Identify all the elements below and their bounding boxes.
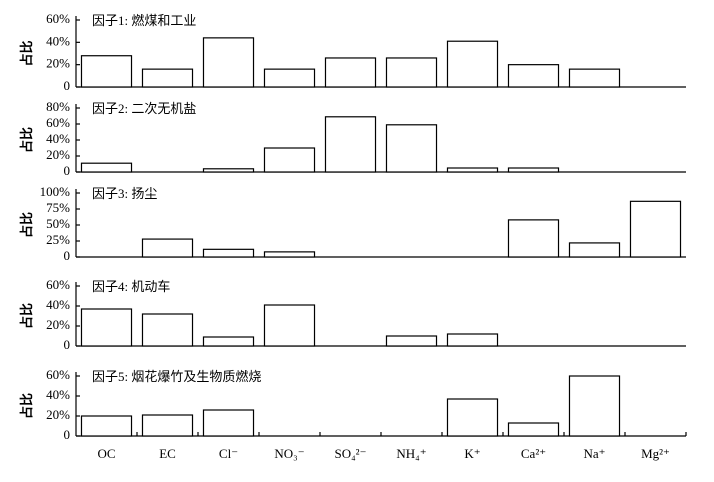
bar xyxy=(629,200,682,258)
bar xyxy=(263,68,316,88)
bar xyxy=(446,398,499,437)
y-tick-label: 40% xyxy=(46,387,70,402)
y-tick-label: 0 xyxy=(64,337,71,352)
y-tick-label: 100% xyxy=(40,184,71,199)
x-tick-label: K⁺ xyxy=(464,446,480,461)
bar xyxy=(263,251,316,258)
bar xyxy=(80,162,133,173)
y-tick-label: 60% xyxy=(46,11,70,26)
y-tick-label: 25% xyxy=(46,232,70,247)
bar xyxy=(385,124,438,173)
y-tick-label: 40% xyxy=(46,33,70,48)
y-tick-label: 0 xyxy=(64,248,71,263)
x-tick-label: SO₄²⁻ xyxy=(335,446,367,461)
bar xyxy=(568,242,621,258)
panel-title: 因子2: 二次无机盐 xyxy=(92,101,196,116)
bar xyxy=(385,57,438,88)
bar xyxy=(263,147,316,173)
panel-title: 因子4: 机动车 xyxy=(92,279,170,294)
bar xyxy=(446,167,499,173)
x-tick-label: Na⁺ xyxy=(583,446,605,461)
y-axis-label: 占比 xyxy=(19,212,34,238)
x-tick-label: Mg²⁺ xyxy=(641,446,670,461)
bar xyxy=(141,68,194,88)
bar xyxy=(507,219,560,258)
bar xyxy=(202,168,255,173)
bar xyxy=(324,57,377,88)
x-tick-label: Ca²⁺ xyxy=(521,446,546,461)
x-tick-label: NO₃⁻ xyxy=(274,446,304,461)
bar xyxy=(202,37,255,88)
y-tick-label: 20% xyxy=(46,56,70,71)
y-tick-label: 60% xyxy=(46,367,70,382)
bar xyxy=(446,40,499,88)
y-tick-label: 20% xyxy=(46,147,70,162)
bar xyxy=(568,375,621,437)
x-tick-label: Cl⁻ xyxy=(219,446,238,461)
bar xyxy=(141,414,194,437)
panel-title: 因子5: 烟花爆竹及生物质燃烧 xyxy=(92,369,261,384)
bar xyxy=(507,422,560,437)
y-tick-label: 40% xyxy=(46,131,70,146)
y-axis-label: 占比 xyxy=(19,393,34,419)
panel-title: 因子3: 扬尘 xyxy=(92,186,157,201)
y-tick-label: 0 xyxy=(64,78,71,93)
x-tick-label: NH₄⁺ xyxy=(396,446,426,461)
bar xyxy=(507,64,560,88)
bar xyxy=(202,409,255,437)
y-axis-label: 占比 xyxy=(19,127,34,153)
bar xyxy=(80,55,133,88)
x-tick-label: EC xyxy=(159,446,176,461)
y-axis-label: 占比 xyxy=(19,303,34,329)
bar xyxy=(568,68,621,88)
bar xyxy=(263,304,316,347)
y-tick-label: 40% xyxy=(46,297,70,312)
y-axis-label: 占比 xyxy=(19,40,34,66)
bar xyxy=(446,333,499,347)
y-tick-label: 20% xyxy=(46,317,70,332)
y-tick-label: 0 xyxy=(64,163,71,178)
y-tick-label: 80% xyxy=(46,99,70,114)
y-tick-label: 75% xyxy=(46,200,70,215)
bar xyxy=(324,116,377,173)
bar xyxy=(202,248,255,258)
panel-title: 因子1: 燃煤和工业 xyxy=(92,13,196,28)
bar xyxy=(385,335,438,347)
y-tick-label: 0 xyxy=(64,427,71,442)
y-tick-label: 20% xyxy=(46,407,70,422)
bar xyxy=(507,167,560,173)
bar xyxy=(80,415,133,437)
x-tick-label: OC xyxy=(97,446,115,461)
bar xyxy=(141,238,194,258)
bar xyxy=(202,336,255,347)
y-tick-label: 60% xyxy=(46,115,70,130)
bar xyxy=(80,308,133,347)
y-tick-label: 50% xyxy=(46,216,70,231)
bar xyxy=(141,313,194,347)
y-tick-label: 60% xyxy=(46,277,70,292)
